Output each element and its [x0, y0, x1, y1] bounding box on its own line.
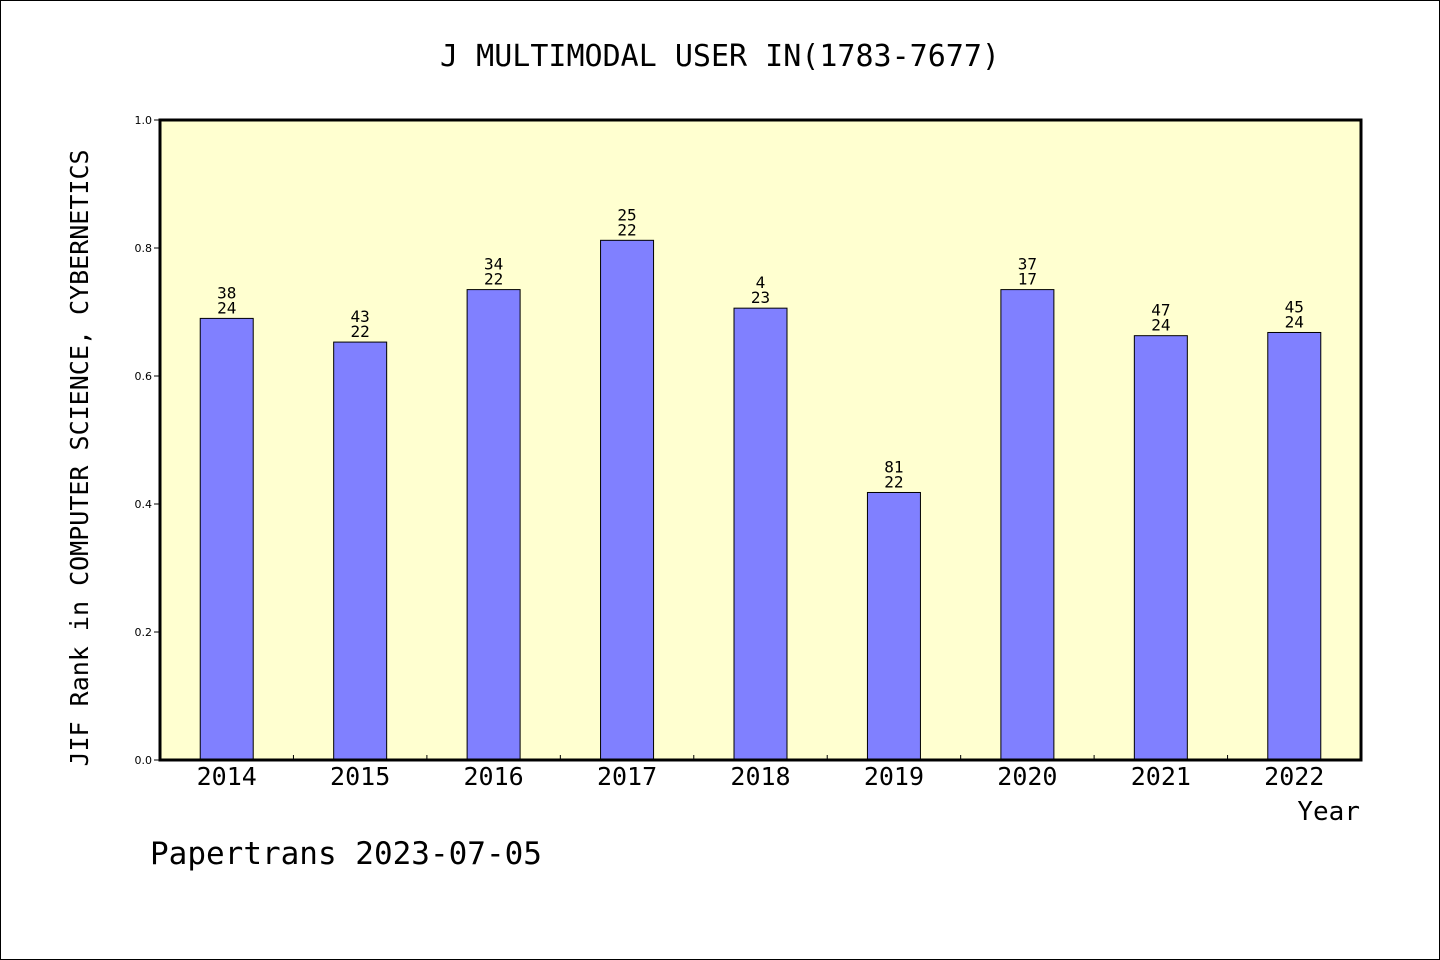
bar-2020: [1000, 289, 1055, 761]
data-label-rank-2017: 25: [617, 205, 636, 224]
x-tick-label-2021: 2021: [1131, 762, 1191, 791]
data-label-rank-2019: 81: [884, 457, 903, 476]
bar-2018: [733, 307, 788, 761]
footer-source: Papertrans 2023-07-05: [150, 836, 542, 872]
x-tick-label-2019: 2019: [864, 762, 924, 791]
data-label-rank-2014: 38: [217, 283, 236, 302]
y-tick-label: 0.6: [135, 370, 153, 383]
data-label-total-2022: 24: [1285, 312, 1304, 331]
x-tick-label-2017: 2017: [597, 762, 657, 791]
x-tick-label-2020: 2020: [997, 762, 1057, 791]
data-label-total-2015: 22: [351, 322, 370, 341]
data-label-total-2020: 17: [1018, 270, 1037, 289]
data-label-total-2016: 22: [484, 270, 503, 289]
data-label-total-2014: 24: [217, 298, 236, 317]
bar-2019: [866, 491, 921, 761]
y-tick-label: 1.0: [135, 114, 153, 127]
bar-2017: [600, 239, 655, 761]
y-tick-label: 0.2: [135, 626, 153, 639]
data-label-total-2017: 22: [617, 220, 636, 239]
data-label-total-2019: 22: [884, 472, 903, 491]
y-tick-label: 0.8: [135, 242, 153, 255]
y-axis-label: JIF Rank in COMPUTER SCIENCE, CYBERNETIC…: [65, 149, 94, 766]
bar-2021: [1133, 335, 1188, 761]
y-tick-label: 0.0: [135, 754, 153, 767]
data-label-rank-2018: 4: [756, 273, 766, 292]
bar-2015: [333, 341, 388, 761]
x-tick-label-2018: 2018: [730, 762, 790, 791]
chart-title: J MULTIMODAL USER IN(1783-7677): [440, 39, 1000, 74]
data-label-total-2018: 23: [751, 288, 770, 307]
x-axis-label: Year: [1297, 797, 1360, 827]
x-tick-label-2014: 2014: [197, 762, 257, 791]
x-tick-label-2022: 2022: [1264, 762, 1324, 791]
data-label-rank-2016: 34: [484, 255, 503, 274]
data-label-rank-2015: 43: [351, 307, 370, 326]
bar-2022: [1267, 331, 1322, 761]
plot-border: [158, 118, 1363, 762]
data-label-rank-2020: 37: [1018, 255, 1037, 274]
x-tick-label-2016: 2016: [464, 762, 524, 791]
data-label-rank-2021: 47: [1151, 301, 1170, 320]
data-label-total-2021: 24: [1151, 316, 1170, 335]
data-label-rank-2022: 45: [1285, 297, 1304, 316]
x-axis: 2014 2015 2016 2017 2018 2019 2020 2021 2022: [197, 755, 1324, 791]
y-axis: 0.0 0.2 0.4 0.6 0.8 1.0: [135, 114, 160, 767]
bar-2016: [466, 289, 521, 761]
bar-2014: [199, 317, 254, 761]
y-tick-label: 0.4: [135, 498, 153, 511]
x-tick-label-2015: 2015: [330, 762, 390, 791]
